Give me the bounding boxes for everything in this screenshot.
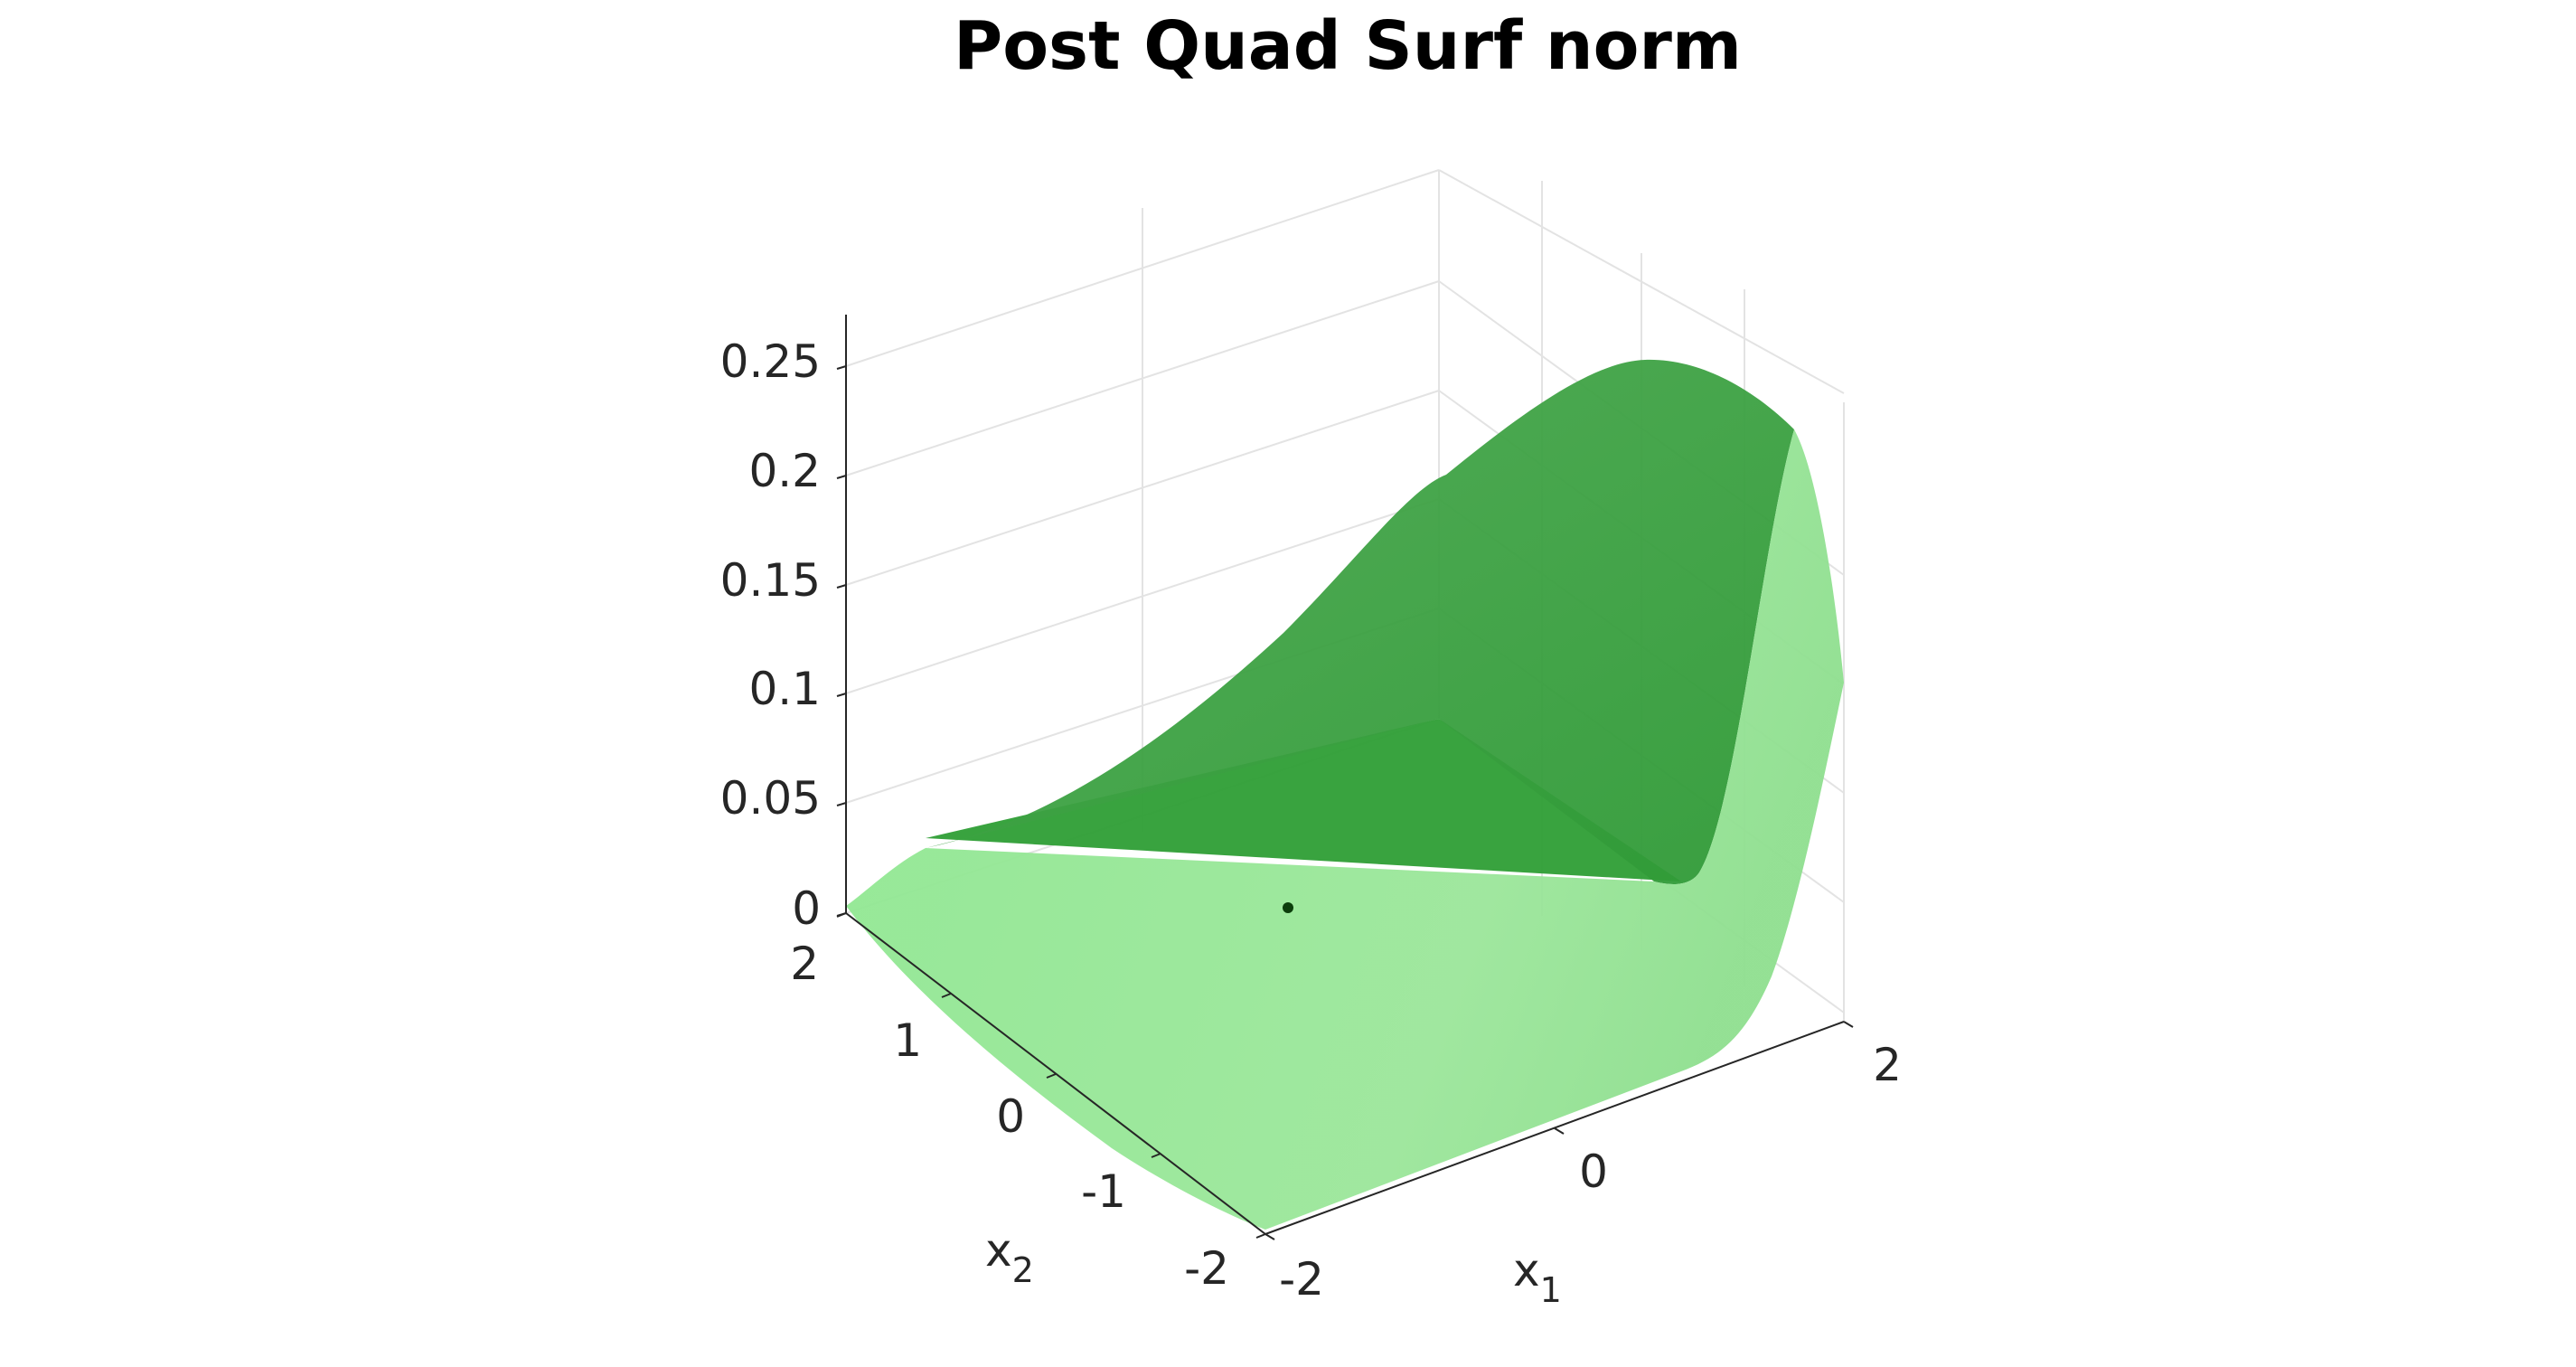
x-tick-mark <box>1264 1233 1275 1240</box>
y-tick-labels: 2 1 0 -1 -2 <box>790 938 1229 1295</box>
surface-back-sheet <box>926 359 1794 884</box>
y-tick-mark <box>1046 1073 1057 1079</box>
z-tick-label: 0.1 <box>748 663 821 715</box>
data-point-marker <box>1283 902 1293 913</box>
x2-axis-label-sub: 2 <box>1012 1250 1034 1290</box>
y-tick-mark <box>1255 1233 1266 1239</box>
x1-axis-label-main: x <box>1513 1244 1540 1296</box>
z-tick-label: 0.2 <box>748 445 821 497</box>
x-tick-label: -2 <box>1279 1253 1324 1306</box>
y-tick-label: -1 <box>1081 1165 1126 1218</box>
y-tick-label: 0 <box>996 1090 1025 1143</box>
axes <box>845 315 1845 1235</box>
z-tick-mark <box>836 475 847 479</box>
y-tick-mark <box>836 912 847 918</box>
y-tick-mark <box>1151 1153 1161 1158</box>
y-tick-mark <box>941 993 952 998</box>
y-tick-label: -2 <box>1184 1242 1229 1295</box>
x2-axis-label: x2 <box>985 1224 1034 1290</box>
x-tick-mark <box>1554 1127 1565 1135</box>
z-tick-mark <box>836 693 847 697</box>
x-tick-mark <box>1843 1021 1854 1028</box>
z-tick-labels: 0 0.05 0.1 0.15 0.2 0.25 <box>720 335 821 935</box>
z-tick-mark <box>836 584 847 589</box>
z-tick-label: 0 <box>792 882 821 935</box>
x-tick-label: 2 <box>1873 1039 1902 1091</box>
z-tick-label: 0.05 <box>720 772 821 825</box>
x1-axis-label: x1 <box>1513 1244 1562 1310</box>
y-tick-label: 1 <box>893 1014 922 1067</box>
surface-floor-triangle <box>926 719 1681 881</box>
x1-axis-label-sub: 1 <box>1540 1270 1562 1310</box>
chart-title: Post Quad Surf norm <box>954 7 1742 85</box>
x2-axis-label-main: x <box>985 1224 1012 1277</box>
x-tick-label: 0 <box>1579 1145 1608 1198</box>
tick-marks <box>836 365 1854 1240</box>
z-tick-label: 0.15 <box>720 554 821 607</box>
z-tick-mark <box>836 365 847 370</box>
surface <box>846 359 1844 1230</box>
z-tick-mark <box>836 802 847 806</box>
y-tick-label: 2 <box>790 938 819 990</box>
z-tick-label: 0.25 <box>720 335 821 388</box>
surface-front-sheet <box>846 429 1844 1230</box>
x-tick-labels: -2 0 2 <box>1279 1039 1902 1306</box>
